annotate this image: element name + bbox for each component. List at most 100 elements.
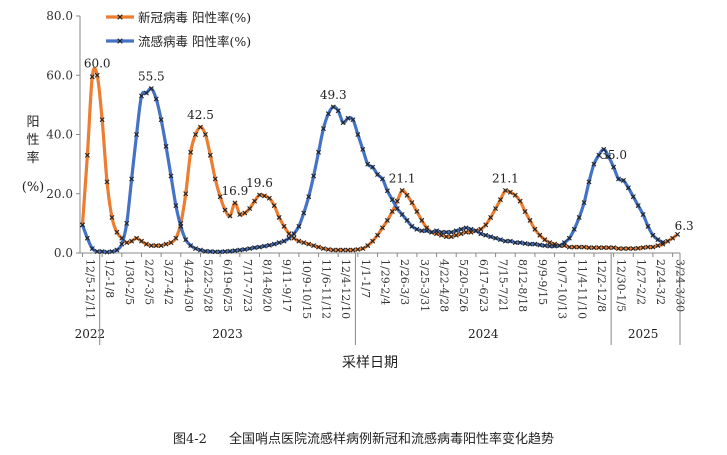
data-point-flu	[335, 108, 341, 114]
data-point-flu	[532, 241, 538, 247]
x-tick-label: 1/27-2/2	[634, 259, 647, 305]
data-point-flu	[547, 243, 553, 249]
data-point-flu	[193, 246, 199, 252]
data-point-covid	[173, 235, 179, 241]
data-point-flu	[576, 214, 582, 220]
data-label: 3.6	[674, 0, 693, 3]
data-point-covid	[148, 243, 154, 249]
data-point-flu	[522, 241, 528, 247]
data-point-covid	[217, 194, 223, 200]
data-point-flu	[257, 244, 262, 250]
year-label: 2023	[212, 327, 243, 341]
data-point-covid	[320, 246, 326, 252]
data-label: 19.6	[246, 176, 273, 190]
data-point-covid	[488, 214, 494, 220]
data-point-flu	[99, 249, 105, 255]
data-point-flu	[134, 132, 140, 137]
data-point-flu	[163, 143, 169, 149]
data-point-covid	[158, 243, 164, 249]
x-tick-label: 7/17-7/23	[241, 259, 254, 312]
data-point-covid	[443, 234, 449, 240]
x-tick-label: 11/6-11/12	[320, 259, 333, 319]
data-point-covid	[660, 241, 666, 247]
data-point-flu	[483, 232, 489, 238]
data-point-covid	[453, 232, 459, 238]
x-tick-label: 4/24-4/30	[182, 259, 195, 312]
data-point-flu	[153, 96, 159, 102]
x-tick-label: 8/12-8/18	[516, 259, 529, 312]
data-point-flu	[630, 194, 636, 200]
y-tick-label: 40.0	[46, 128, 73, 142]
data-point-covid	[271, 203, 277, 209]
data-point-covid	[384, 217, 390, 223]
data-point-flu	[650, 232, 656, 238]
data-point-covid	[316, 244, 322, 250]
data-point-flu	[188, 243, 194, 249]
data-point-covid	[527, 217, 533, 223]
data-point-flu	[453, 228, 459, 234]
data-point-flu	[89, 246, 95, 252]
data-point-covid	[345, 247, 351, 253]
data-point-covid	[119, 235, 125, 241]
data-point-flu	[247, 246, 253, 252]
data-point-flu	[557, 243, 562, 249]
data-point-flu	[640, 211, 646, 217]
data-point-flu	[296, 223, 302, 229]
data-point-flu	[109, 249, 115, 255]
data-point-covid	[99, 117, 105, 123]
data-point-flu	[330, 104, 336, 110]
data-point-flu	[478, 231, 484, 237]
data-point-flu	[168, 173, 174, 179]
x-tick-label: 10/7-10/13	[556, 259, 569, 319]
data-point-covid	[89, 74, 95, 80]
data-point-covid	[311, 243, 317, 249]
data-point-flu	[601, 146, 607, 152]
data-point-covid	[138, 238, 144, 244]
data-point-flu	[502, 238, 508, 244]
data-point-covid	[650, 244, 656, 250]
data-point-covid	[340, 247, 346, 253]
data-point-flu	[620, 177, 626, 183]
data-point-flu	[571, 226, 577, 232]
x-tick-label: 3/25-3/31	[418, 259, 431, 312]
data-point-flu	[409, 223, 415, 229]
data-point-covid	[404, 192, 410, 198]
year-label: 2022	[75, 327, 106, 341]
data-point-flu	[517, 240, 523, 246]
data-point-flu	[340, 120, 346, 126]
data-point-flu	[488, 234, 494, 240]
data-point-flu	[606, 154, 612, 160]
x-tick-label: 12/5-12/11	[83, 259, 96, 319]
x-tick-label: 1/29-2/4	[379, 259, 392, 305]
data-point-flu	[79, 222, 85, 228]
x-tick-label: 12/2-12/8	[595, 259, 608, 312]
data-point-flu	[655, 237, 661, 243]
data-point-covid	[463, 229, 469, 235]
data-point-flu	[316, 149, 322, 155]
data-point-flu	[498, 237, 503, 243]
data-point-covid	[360, 246, 366, 252]
data-point-covid	[532, 226, 538, 232]
data-point-covid	[94, 72, 100, 78]
data-point-flu	[419, 228, 425, 234]
data-point-covid	[665, 238, 671, 244]
data-point-covid	[414, 209, 420, 215]
data-point-flu	[242, 246, 248, 252]
data-point-covid	[242, 210, 248, 216]
data-point-covid	[281, 223, 287, 229]
data-point-covid	[483, 222, 489, 228]
data-point-covid	[247, 206, 253, 212]
data-point-flu	[355, 132, 361, 137]
data-point-covid	[379, 225, 385, 231]
x-axis-label: 采样日期	[342, 355, 398, 371]
data-point-flu	[384, 188, 390, 194]
data-point-covid	[409, 200, 415, 206]
data-point-flu	[414, 226, 420, 232]
x-tick-label: 9/11-9/17	[280, 259, 293, 312]
data-point-covid	[188, 149, 194, 155]
data-point-flu	[281, 238, 287, 244]
data-point-covid	[134, 235, 140, 241]
x-tick-label: 10/9-10/15	[300, 259, 313, 319]
data-label: 16.9	[222, 184, 249, 198]
data-point-covid	[566, 244, 572, 250]
